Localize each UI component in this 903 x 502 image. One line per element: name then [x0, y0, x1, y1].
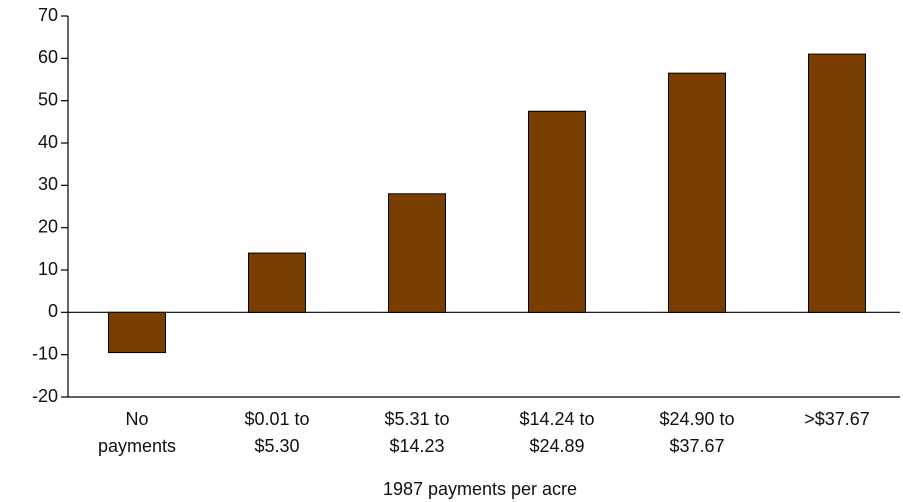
x-tick-label: $5.31 to [384, 409, 449, 429]
x-tick-label: $24.90 to [659, 409, 734, 429]
y-tick-label: 20 [38, 216, 58, 236]
bar [668, 72, 726, 313]
y-tick-label: 70 [38, 5, 58, 25]
y-tick-label: 40 [38, 132, 58, 152]
y-tick-label: 60 [38, 47, 58, 67]
x-tick-label: $0.01 to [244, 409, 309, 429]
x-tick-label: No [125, 409, 148, 429]
bar [528, 110, 586, 313]
x-tick-label: $14.24 to [519, 409, 594, 429]
bar [388, 193, 446, 313]
y-tick-label: 10 [38, 259, 58, 279]
x-tick-label: $14.23 [389, 436, 444, 456]
x-tick-label: $37.67 [669, 436, 724, 456]
bar [108, 311, 166, 354]
bar [808, 53, 866, 313]
x-tick-label: >$37.67 [804, 409, 870, 429]
y-tick-label: 0 [48, 301, 58, 321]
y-tick-label: 30 [38, 174, 58, 194]
y-tick-label: -10 [32, 343, 58, 363]
x-axis-label: 1987 payments per acre [383, 479, 577, 499]
x-tick-label: $5.30 [254, 436, 299, 456]
bar [248, 252, 306, 313]
y-tick-label: 50 [38, 89, 58, 109]
x-tick-label: $24.89 [529, 436, 584, 456]
y-tick-label: -20 [32, 386, 58, 406]
x-tick-label: payments [98, 436, 176, 456]
